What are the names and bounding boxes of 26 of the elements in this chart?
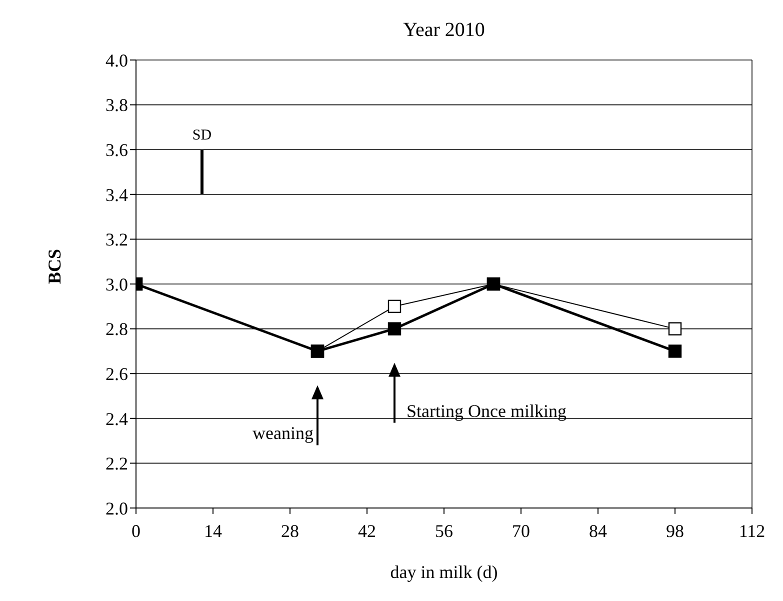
y-axis-title: BCS [44,248,64,284]
chart-title: Year 2010 [403,19,485,41]
x-tick-label: 112 [738,520,766,541]
annotation: SD [192,128,212,144]
x-tick-label: 0 [132,520,140,541]
y-tick-label: 3.2 [106,230,128,250]
x-tick-label: 70 [512,520,530,541]
x-tick-label: 42 [358,520,376,541]
y-tick-label: 2.0 [106,498,128,518]
y-tick-label: 3.4 [106,184,128,205]
annotation: Starting Once milking [406,400,566,421]
y-tick-label: 3.0 [106,274,128,294]
y-tick-label: 2.8 [106,319,128,340]
y-tick-label: 3.6 [106,140,128,160]
x-tick-label: 98 [666,520,684,541]
y-tick-label: 4.0 [106,50,128,70]
x-tick-label: 56 [435,520,453,541]
x-tick-label: 14 [204,520,222,541]
x-tick-label: 84 [589,520,607,541]
y-tick-label: 2.2 [106,454,128,474]
y-tick-label: 2.6 [106,364,128,384]
x-axis-title: day in milk (d) [390,562,498,582]
y-tick-label: 3.8 [106,95,128,116]
x-tick-label: 28 [281,520,299,541]
annotation: weaning [252,423,314,444]
y-tick-label: 2.4 [106,408,128,429]
